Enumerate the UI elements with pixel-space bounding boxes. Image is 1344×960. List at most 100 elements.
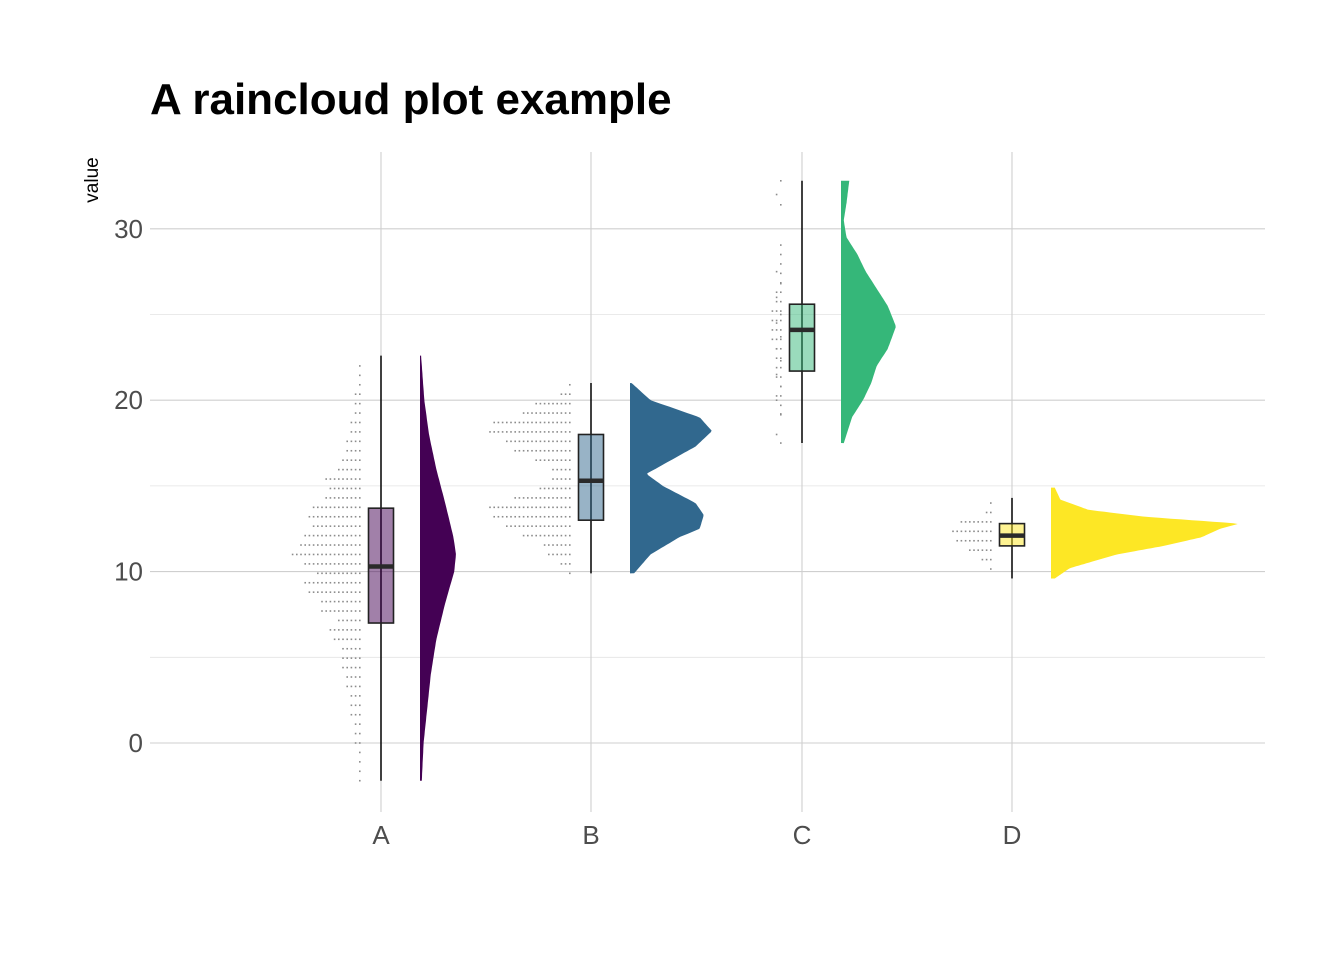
rain-dot: [556, 431, 558, 433]
rain-dot: [325, 563, 327, 565]
rain-dot: [560, 525, 563, 527]
rain-dot: [969, 549, 971, 551]
rain-dot: [780, 253, 782, 256]
rain-dot: [775, 399, 778, 401]
rain-dot: [543, 449, 546, 452]
rain-dot: [539, 515, 542, 518]
rain-dot: [317, 563, 319, 565]
rain-dot: [548, 449, 550, 452]
rain-dot: [308, 581, 311, 584]
rain-dot: [359, 619, 361, 622]
rain-dot: [321, 553, 323, 556]
rain-dot: [973, 530, 975, 533]
rain-dot: [359, 497, 361, 499]
rain-dot: [329, 572, 332, 575]
rain-dot: [560, 563, 563, 565]
rain-dot: [564, 525, 567, 527]
rain-dot: [354, 478, 357, 480]
cloud-b: [630, 383, 712, 574]
rain-dot: [539, 431, 542, 433]
rain-dot: [350, 421, 353, 424]
rain-dot: [338, 478, 340, 480]
rain-dot: [564, 412, 567, 414]
rain-dot: [350, 459, 353, 461]
rain-dot: [522, 515, 525, 518]
rain-dot: [338, 553, 340, 556]
rain-dot: [354, 468, 357, 471]
rain-dot: [548, 534, 550, 537]
rain-dot: [535, 515, 537, 518]
rain-dot: [354, 591, 357, 593]
rain-dot: [552, 544, 554, 546]
rain-dot: [780, 359, 782, 362]
rain-dot: [350, 713, 353, 716]
rain-dot: [780, 376, 782, 378]
rain-dot: [564, 553, 567, 556]
rain-dot: [518, 525, 521, 527]
rain-dot: [304, 544, 306, 546]
rain-dot: [350, 440, 353, 443]
rain-dot: [569, 497, 571, 499]
rain-dot: [990, 539, 992, 542]
rain-dot: [308, 534, 311, 537]
rain-dot: [548, 440, 550, 443]
rain-dot: [564, 440, 567, 443]
rain-dot: [985, 558, 988, 561]
rain-dot: [535, 449, 537, 452]
rain-dot: [564, 506, 567, 509]
rain-dot: [346, 440, 348, 443]
rain-dot: [556, 487, 558, 490]
rain-dot: [552, 553, 554, 556]
rain-dot: [780, 413, 782, 416]
rain-dot: [539, 402, 542, 405]
rain-dot: [325, 572, 327, 575]
rain-dot: [333, 497, 336, 499]
rain-dot: [333, 534, 336, 537]
rain-dot: [548, 506, 550, 509]
rain-dot: [354, 431, 357, 433]
rain-dot: [985, 511, 988, 514]
rain-dot: [342, 497, 344, 499]
rain-dot: [556, 506, 558, 509]
rain-dot: [346, 525, 348, 527]
rain-dot: [333, 544, 336, 546]
rain-dot: [527, 440, 529, 443]
rain-dot: [506, 421, 508, 424]
rain-dot: [510, 440, 512, 443]
rain-dot: [560, 468, 563, 471]
rain-dot: [514, 506, 516, 509]
rain-dot: [329, 600, 332, 603]
rain-dot: [548, 544, 550, 546]
rain-dot: [354, 525, 357, 527]
rain-dot: [522, 534, 525, 537]
rain-dot: [342, 544, 344, 546]
rain-dot: [338, 497, 340, 499]
rain-dot: [569, 431, 571, 433]
rain-dot: [548, 553, 550, 556]
rain-dot: [510, 525, 512, 527]
rain-dot: [556, 412, 558, 414]
rain-dot: [514, 497, 516, 499]
rain-dot: [522, 497, 525, 499]
rain-dot: [780, 300, 782, 303]
rain-dot: [338, 544, 340, 546]
rain-dot: [552, 515, 554, 518]
rain-dot: [354, 515, 357, 518]
rain-dot: [531, 449, 533, 452]
rain-dot: [527, 506, 529, 509]
rain-dot: [333, 563, 336, 565]
rain-dot: [497, 515, 500, 518]
rain-dot: [964, 539, 967, 542]
rain-dot: [539, 421, 542, 424]
rain-dot: [522, 412, 525, 414]
rain-dot: [354, 666, 357, 669]
rain-dot: [493, 421, 495, 424]
rain-dot: [535, 412, 537, 414]
rain-dot: [333, 572, 336, 575]
rain-dot: [552, 487, 554, 490]
rain-dot: [325, 534, 327, 537]
rain-dot: [552, 421, 554, 424]
rain-dot: [543, 487, 546, 490]
rain-dot: [350, 591, 353, 593]
rain-dot: [531, 515, 533, 518]
